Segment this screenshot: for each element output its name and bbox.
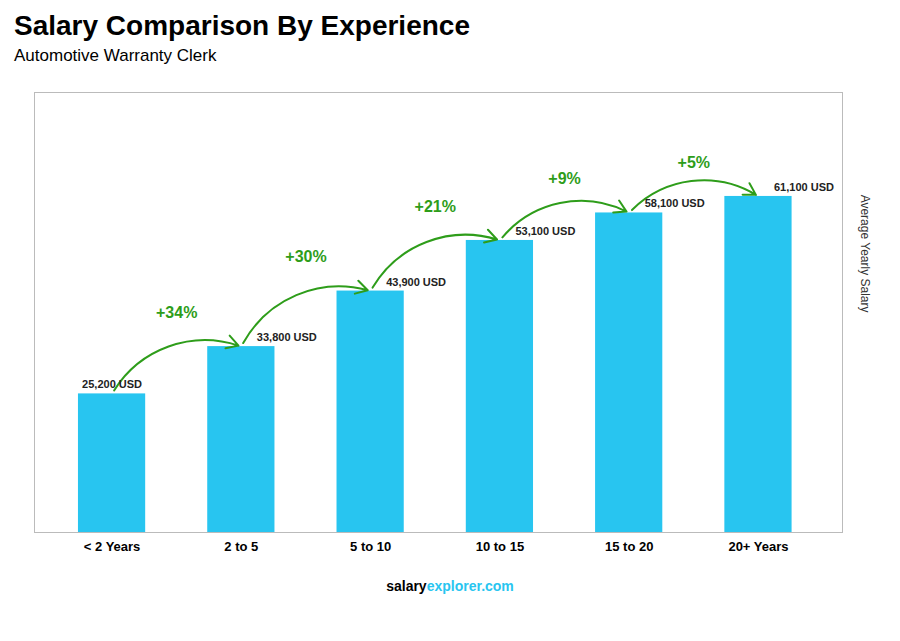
svg-text:25,200 USD: 25,200 USD xyxy=(82,378,142,390)
svg-text:+30%: +30% xyxy=(285,248,326,265)
svg-text:58,100 USD: 58,100 USD xyxy=(645,197,705,209)
html-text:Automotive Warranty Clerk: Automotive Warranty Clerk xyxy=(14,46,217,65)
svg-text:+21%: +21% xyxy=(415,198,456,215)
svg-text:43,900 USD: 43,900 USD xyxy=(386,276,446,288)
svg-text:10 to 15: 10 to 15 xyxy=(476,539,524,554)
svg-text:+34%: +34% xyxy=(156,304,197,321)
svg-text:20+ Years: 20+ Years xyxy=(728,539,788,554)
html-text:Salary Comparison By Experienc: Salary Comparison By Experience xyxy=(14,10,470,41)
svg-text:< 2 Years: < 2 Years xyxy=(84,539,141,554)
html-text:salary explorer.com: salary explorer.com xyxy=(386,578,514,594)
svg-text:+9%: +9% xyxy=(548,170,580,187)
svg-text:53,100 USD: 53,100 USD xyxy=(515,225,575,237)
svg-text:33,800 USD: 33,800 USD xyxy=(257,331,317,343)
svg-text:Average Yearly Salary: Average Yearly Salary xyxy=(858,195,872,313)
svg-text:61,100 USD: 61,100 USD xyxy=(774,181,834,193)
svg-text:+5%: +5% xyxy=(678,154,710,171)
svg-text:2 to 5: 2 to 5 xyxy=(224,539,258,554)
svg-text:5 to 10: 5 to 10 xyxy=(350,539,391,554)
svg-text:15 to 20: 15 to 20 xyxy=(605,539,653,554)
